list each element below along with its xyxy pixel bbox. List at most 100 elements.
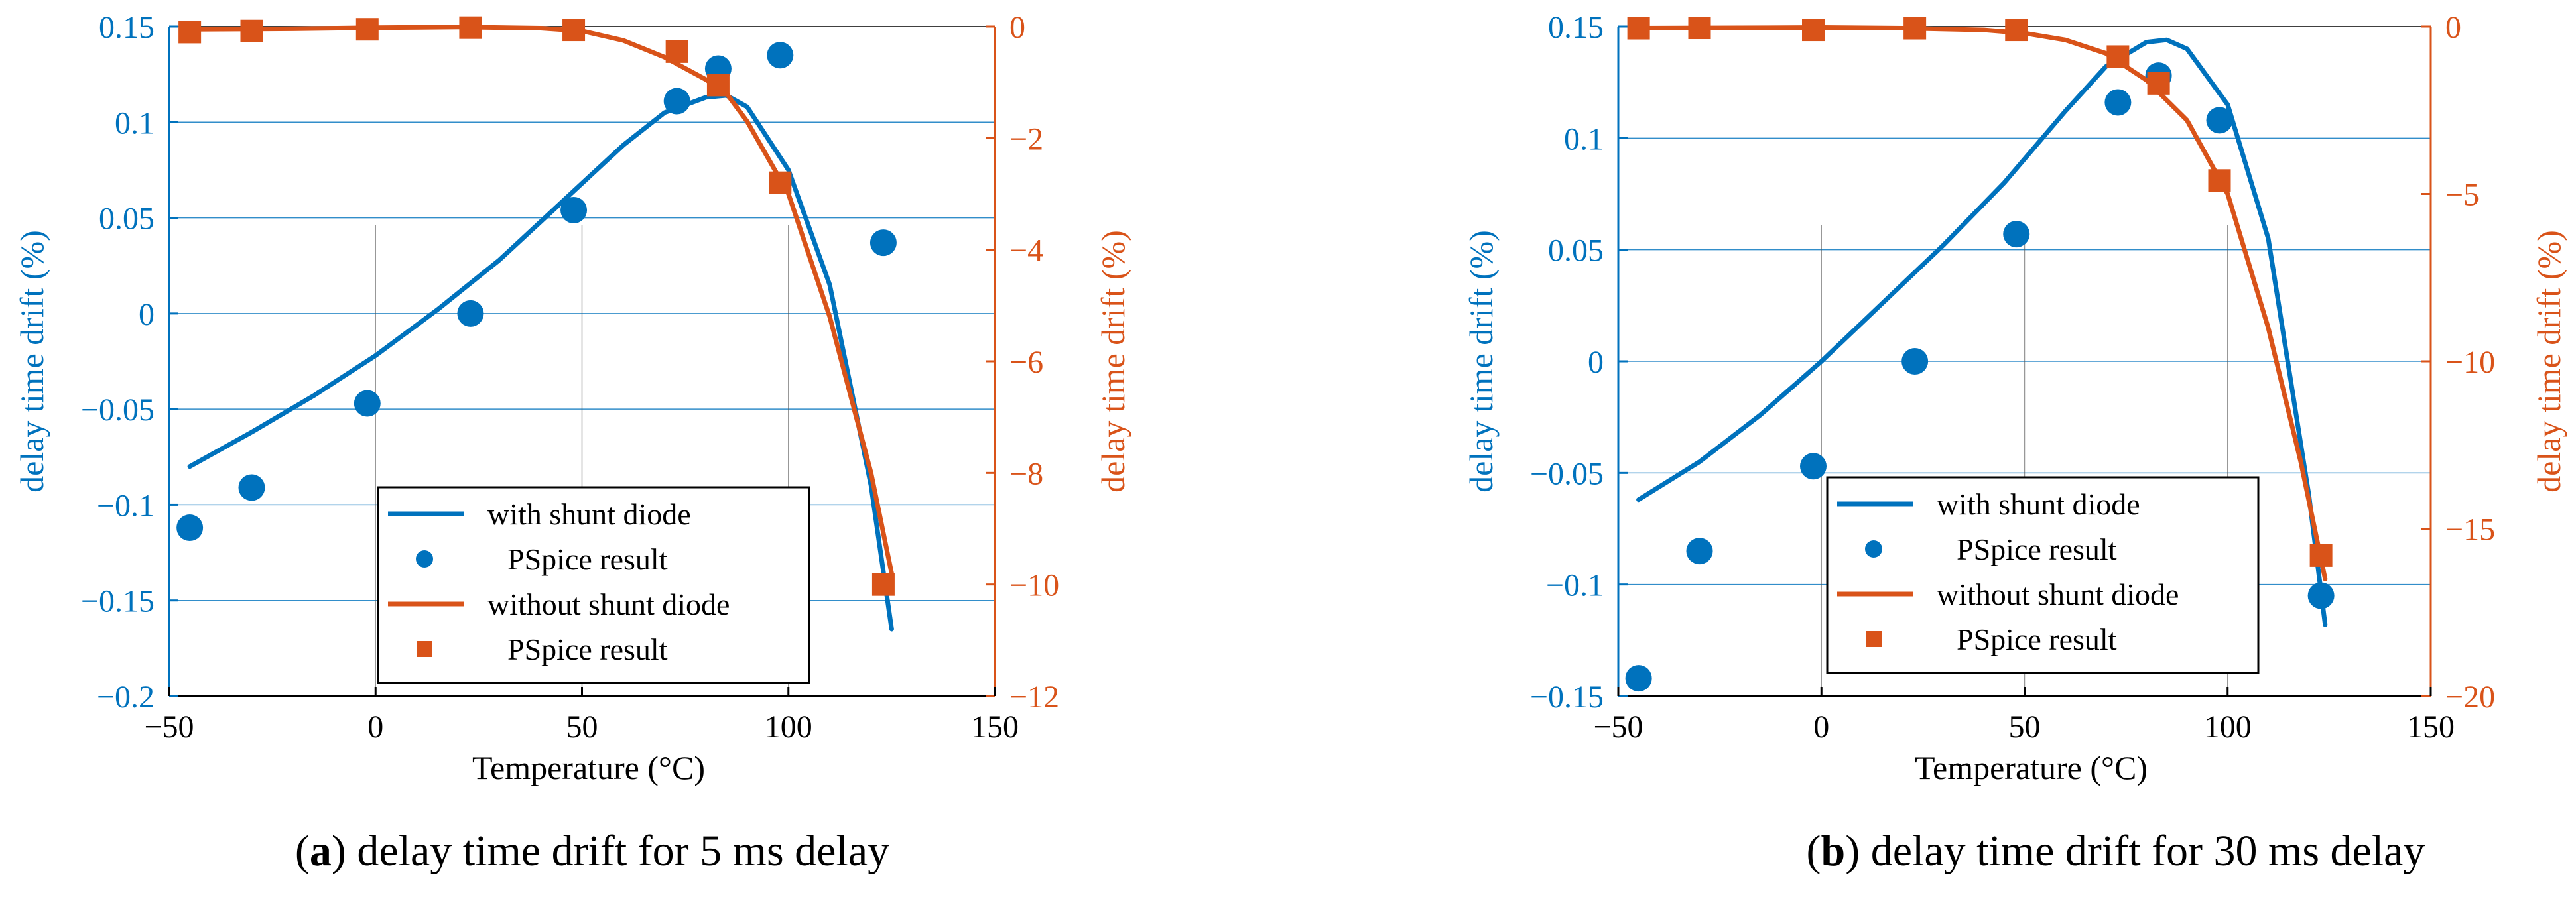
chart-panel-a: −0.2 −0.15 −0.1 −0.05 0 0.05 0.1 0.15 −12 −10 −8 −6… xyxy=(13,10,1131,875)
y2-tick-label: −10 xyxy=(1009,568,1059,603)
data-point-circle xyxy=(457,300,484,327)
series-line-right xyxy=(1636,25,2328,581)
y-tick-label: −0.15 xyxy=(1530,680,1604,715)
data-point-circle xyxy=(663,88,690,115)
y-tick-label: −0.05 xyxy=(1530,456,1604,491)
y2-tick-label: −20 xyxy=(2445,680,2495,715)
x-tick-label: −50 xyxy=(144,709,194,745)
y2-axis-label: delay time drift (%) xyxy=(2530,230,2567,493)
data-point-square xyxy=(2005,19,2028,42)
y-tick-label: 0.15 xyxy=(99,10,155,45)
series-line-left xyxy=(187,93,894,632)
data-point-square xyxy=(706,74,730,97)
data-point-square xyxy=(1627,17,1650,40)
x-tick-label: 0 xyxy=(1813,709,1829,745)
legend-label: without shunt diode xyxy=(1937,577,2179,611)
y2-tick-label: −2 xyxy=(1009,121,1043,156)
data-point-circle xyxy=(2206,107,2233,134)
y2-tick-label: −4 xyxy=(1009,233,1043,269)
data-point-square xyxy=(562,19,586,42)
legend-square-icon xyxy=(417,641,432,657)
data-point-square xyxy=(2208,169,2231,192)
data-point-square xyxy=(459,16,482,39)
x-tick-label: −50 xyxy=(1593,709,1643,745)
y-tick-label: −0.1 xyxy=(1546,568,1604,603)
series-line-left xyxy=(1636,37,2328,627)
caption-label: b xyxy=(1821,827,1846,875)
caption-paren: ) xyxy=(332,827,357,875)
y2-tick-label: 0 xyxy=(1009,10,1025,45)
chart-panel-b: −0.15−0.1−0.0500.050.10.15−20−15−10−50−5… xyxy=(1462,10,2567,875)
data-point-circle xyxy=(2307,582,2335,609)
y-tick-label: 0.05 xyxy=(1548,233,1604,269)
y2-tick-label: −6 xyxy=(1009,345,1043,380)
y-tick-label: 0 xyxy=(1588,345,1604,380)
x-tick-label: 150 xyxy=(2407,709,2455,745)
data-point-square xyxy=(355,18,379,41)
x-tick-label: 100 xyxy=(2204,709,2252,745)
legend-label: without shunt diode xyxy=(487,587,730,621)
y2-tick-label: 0 xyxy=(2445,10,2461,45)
series-line-right xyxy=(187,25,894,576)
x-tick-label: 100 xyxy=(765,709,812,745)
legend-label: PSpice result xyxy=(1957,623,2117,656)
data-point-circle xyxy=(1800,453,1827,480)
data-point-circle xyxy=(560,197,588,224)
figure-caption: (b) delay time drift for 30 ms delay xyxy=(1807,827,2425,875)
data-point-square xyxy=(1802,19,1825,42)
y-tick-label: −0.05 xyxy=(81,392,155,428)
data-point-circle xyxy=(869,229,897,257)
legend-label: with shunt diode xyxy=(1937,487,2140,521)
legend-box xyxy=(1826,476,2260,674)
x-tick-label: 0 xyxy=(367,709,383,745)
legend-label: PSpice result xyxy=(507,632,668,666)
y2-axis-label: delay time drift (%) xyxy=(1094,230,1131,493)
y-tick-label: 0.15 xyxy=(1548,10,1604,45)
y-tick-label: 0.05 xyxy=(99,202,155,237)
caption-label: a xyxy=(310,827,332,875)
figure-caption: (a) delay time drift for 5 ms delay xyxy=(295,827,889,875)
x-tick-label: 150 xyxy=(971,709,1019,745)
legend-label: with shunt diode xyxy=(487,497,691,531)
legend-square-icon xyxy=(1866,631,1882,647)
data-point-square xyxy=(2147,72,2170,95)
y2-tick-label: −5 xyxy=(2445,178,2479,213)
data-point-circle xyxy=(1686,538,1713,565)
data-point-circle xyxy=(354,390,381,417)
y2-tick-label: −12 xyxy=(1009,680,1059,715)
data-point-circle xyxy=(1901,348,1929,375)
data-point-circle xyxy=(238,474,265,501)
y-tick-label: 0 xyxy=(139,297,155,332)
y-axis-label: delay time drift (%) xyxy=(13,230,50,493)
caption-text: delay time drift for 30 ms delay xyxy=(1871,827,2425,875)
data-point-circle xyxy=(2003,221,2030,248)
legend-label: PSpice result xyxy=(507,542,668,576)
data-point-square xyxy=(2309,544,2333,567)
data-point-circle xyxy=(176,514,204,542)
data-point-square xyxy=(240,19,263,42)
legend: with shunt diode PSpice result without shu… xyxy=(377,486,810,684)
data-point-circle xyxy=(1625,665,1652,692)
y-tick-label: −0.2 xyxy=(97,680,155,715)
legend-label: PSpice result xyxy=(1957,532,2117,566)
y-tick-label: 0.1 xyxy=(115,105,155,141)
legend-box xyxy=(377,486,810,684)
legend-circle-icon xyxy=(416,550,433,568)
data-point-square xyxy=(871,573,895,596)
y-tick-label: 0.1 xyxy=(1564,121,1604,156)
y-axis-label: delay time drift (%) xyxy=(1462,230,1500,493)
y-tick-label: −0.15 xyxy=(81,584,155,619)
legend: with shunt diode PSpice result without shu… xyxy=(1826,476,2260,674)
data-point-square xyxy=(769,171,792,194)
x-axis-label: Temperature (°C) xyxy=(472,749,705,786)
caption-paren: ) xyxy=(1845,827,1870,875)
caption-paren: ( xyxy=(1807,827,1821,875)
y2-tick-label: −15 xyxy=(2445,512,2495,548)
data-point-circle xyxy=(767,42,794,69)
data-point-square xyxy=(178,21,202,44)
data-point-circle xyxy=(2104,89,2132,116)
caption-text: delay time drift for 5 ms delay xyxy=(357,827,889,875)
y-tick-label: −0.1 xyxy=(97,488,155,523)
caption-paren: ( xyxy=(295,827,310,875)
